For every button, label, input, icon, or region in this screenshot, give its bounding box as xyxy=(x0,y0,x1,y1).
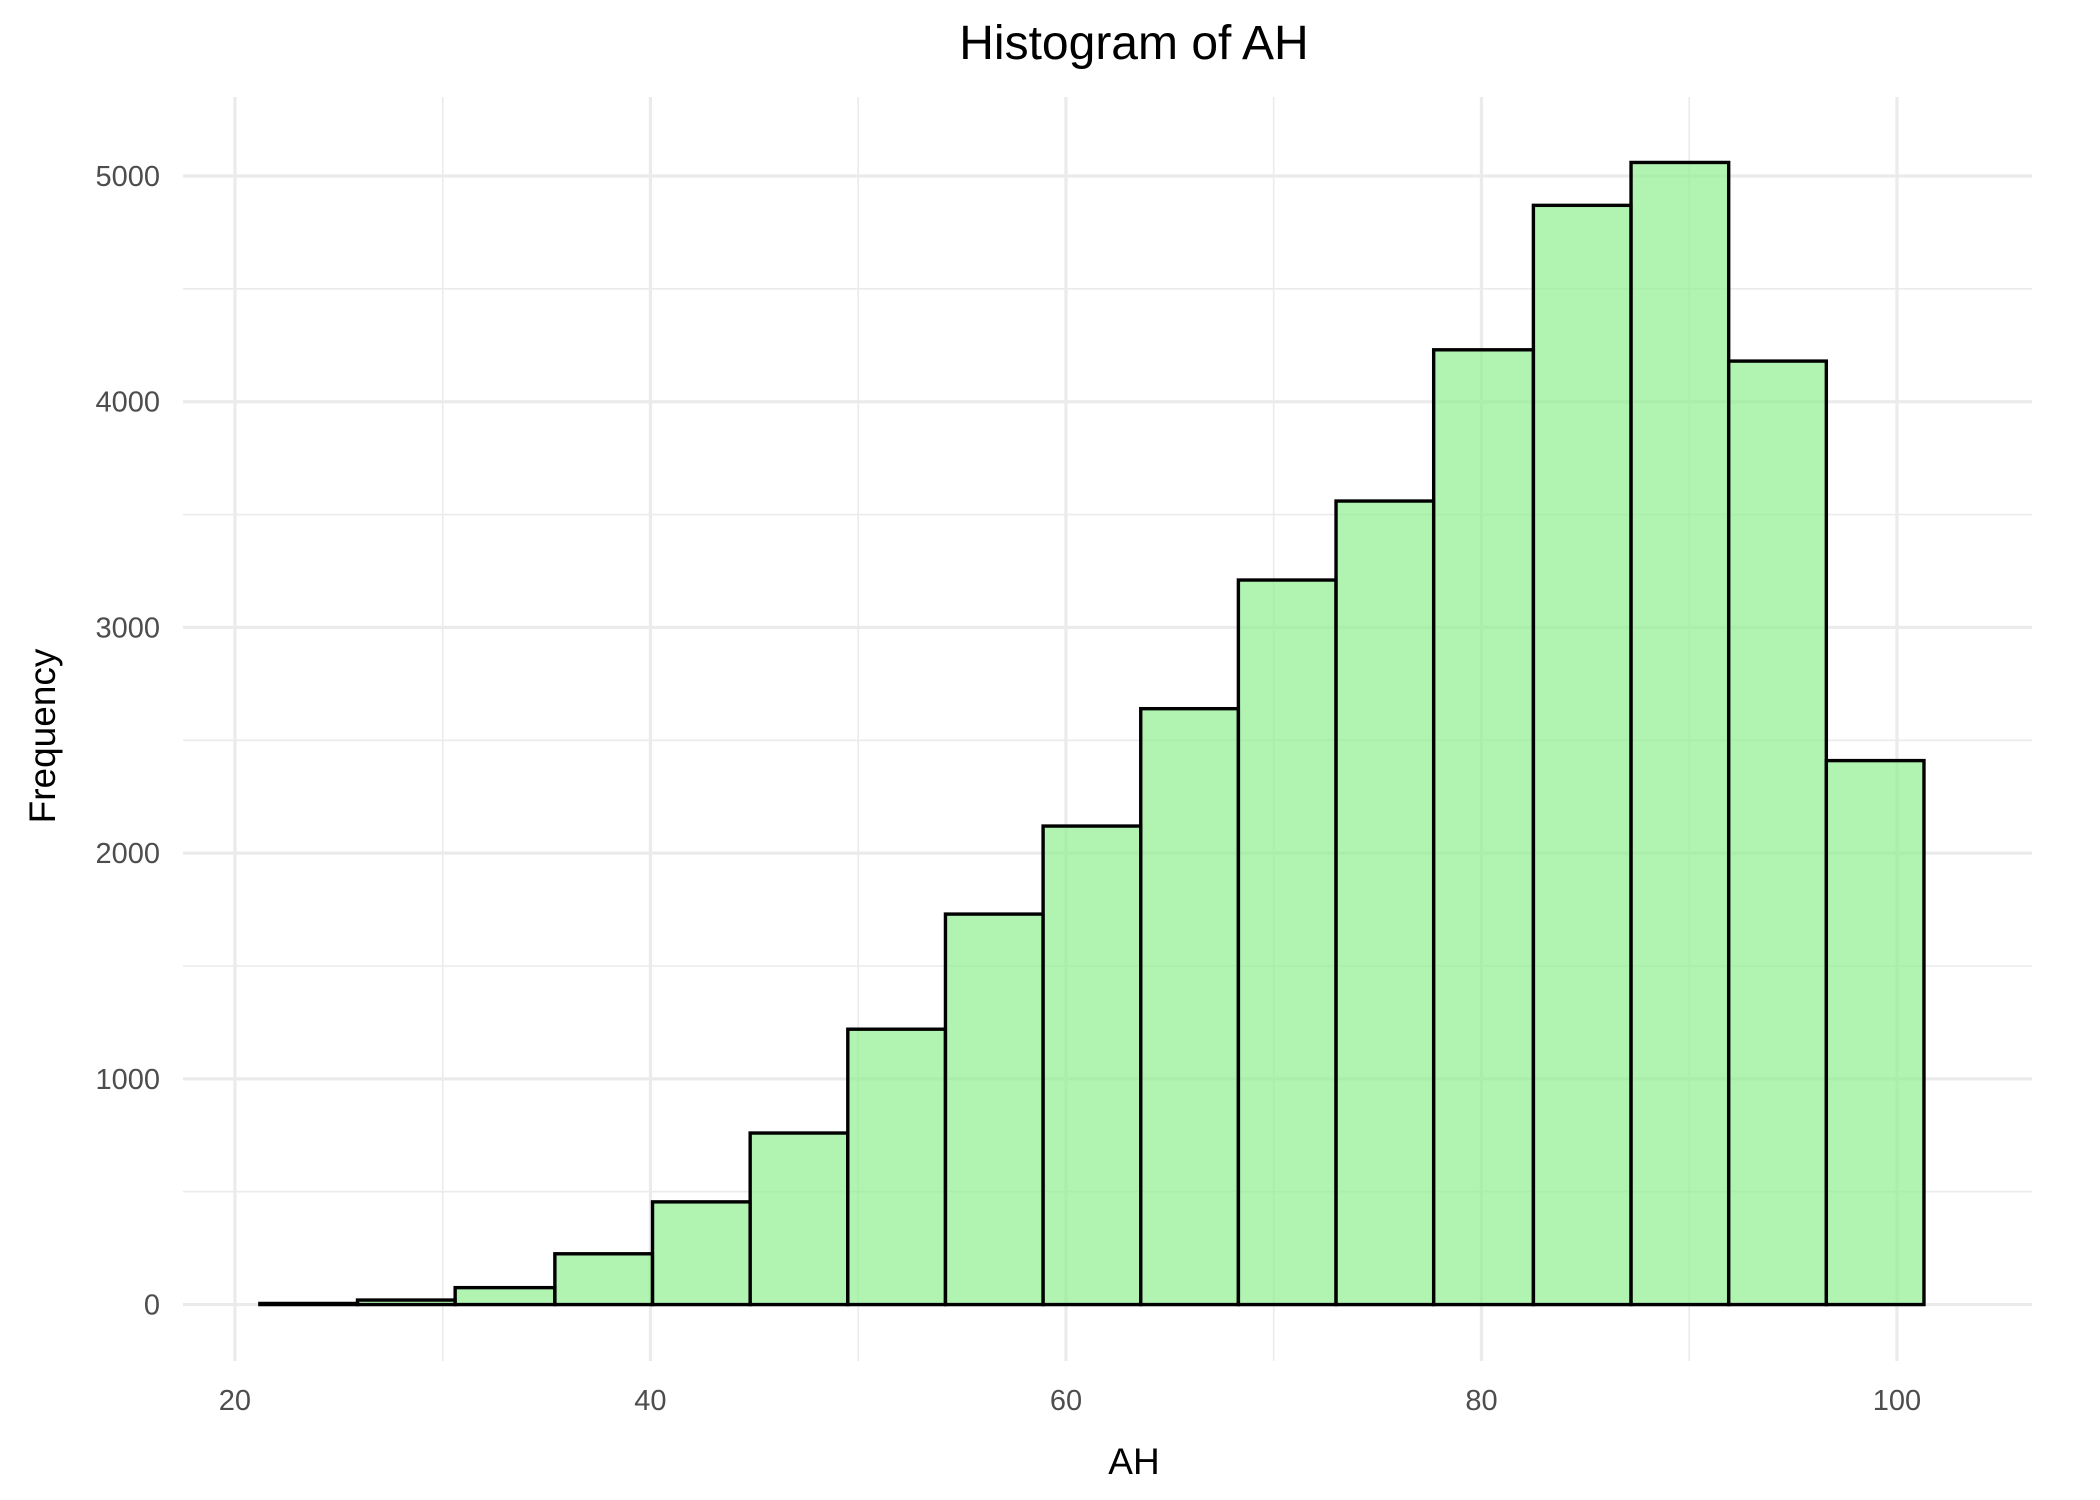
histogram-bar xyxy=(453,1285,557,1307)
histogram-bar xyxy=(553,1252,655,1307)
histogram-bar xyxy=(1236,578,1338,1307)
y-tick-label: 5000 xyxy=(95,161,160,193)
histogram-bar xyxy=(1139,706,1241,1307)
x-axis-tick-labels: 20 40 60 80 100 xyxy=(219,1385,1921,1417)
histogram-bar xyxy=(1334,499,1436,1307)
x-tick-label: 80 xyxy=(1465,1385,1497,1417)
histogram-bar xyxy=(748,1131,850,1307)
histogram-bar xyxy=(943,912,1045,1307)
histogram-bar xyxy=(650,1200,752,1307)
x-tick-label: 100 xyxy=(1873,1385,1921,1417)
x-tick-label: 40 xyxy=(634,1385,666,1417)
x-axis-title: AH xyxy=(1108,1441,1159,1482)
histogram-bar xyxy=(355,1298,457,1307)
y-tick-label: 0 xyxy=(144,1290,160,1322)
histogram-bar xyxy=(1824,758,1926,1307)
y-tick-label: 2000 xyxy=(95,838,160,870)
histogram-bars xyxy=(258,160,1926,1307)
y-axis-tick-labels: 0 1000 2000 3000 4000 5000 xyxy=(95,161,160,1322)
chart-title: Histogram of AH xyxy=(959,17,1308,70)
histogram-bar xyxy=(258,1301,360,1307)
y-axis-title: Frequency xyxy=(22,648,63,823)
histogram-bar xyxy=(846,1027,948,1307)
y-tick-label: 4000 xyxy=(95,387,160,419)
y-tick-label: 1000 xyxy=(95,1064,160,1096)
histogram-bar xyxy=(1726,359,1829,1307)
histogram-bar xyxy=(1531,203,1633,1307)
y-tick-label: 3000 xyxy=(95,612,160,644)
histogram-bar xyxy=(1431,348,1536,1307)
histogram-bar xyxy=(1041,824,1143,1307)
x-tick-label: 60 xyxy=(1050,1385,1082,1417)
x-tick-label: 20 xyxy=(219,1385,251,1417)
histogram-bar xyxy=(1629,160,1731,1307)
